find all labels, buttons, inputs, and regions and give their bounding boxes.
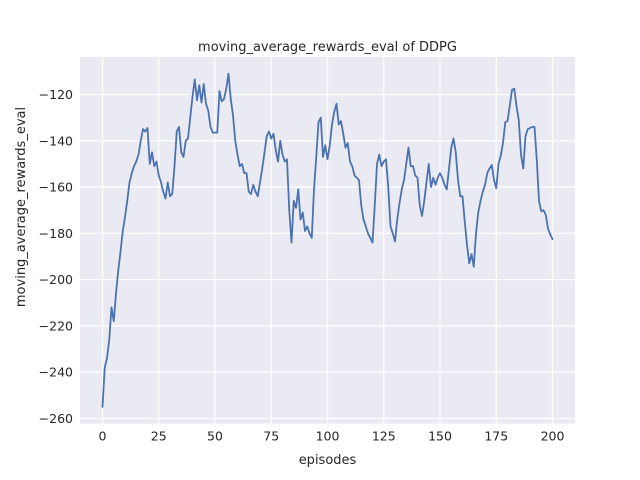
- x-tick-label: 75: [263, 429, 279, 444]
- x-tick-label: 0: [99, 429, 107, 444]
- x-tick-label: 175: [484, 429, 508, 444]
- x-axis-label: episodes: [298, 453, 357, 468]
- y-tick-label: −220: [39, 318, 73, 333]
- y-axis-label: moving_average_rewards_eval: [14, 106, 29, 308]
- series-line: [101, 72, 554, 408]
- y-tick-label: −200: [39, 272, 73, 287]
- y-tick-label: −160: [39, 180, 73, 195]
- x-tick-label: 50: [207, 429, 223, 444]
- y-tick-label: −180: [39, 226, 73, 241]
- x-tick-label: 200: [541, 429, 565, 444]
- y-tick-label: −140: [39, 133, 73, 148]
- x-tick-label: 100: [316, 429, 340, 444]
- y-tick-label: −240: [39, 365, 73, 380]
- y-tick-label: −260: [39, 411, 73, 426]
- x-tick-label: 25: [151, 429, 167, 444]
- chart-title: moving_average_rewards_eval of DDPG: [198, 40, 457, 55]
- x-tick-label: 125: [372, 429, 396, 444]
- y-tick-label: −120: [39, 87, 73, 102]
- x-tick-label: 150: [428, 429, 452, 444]
